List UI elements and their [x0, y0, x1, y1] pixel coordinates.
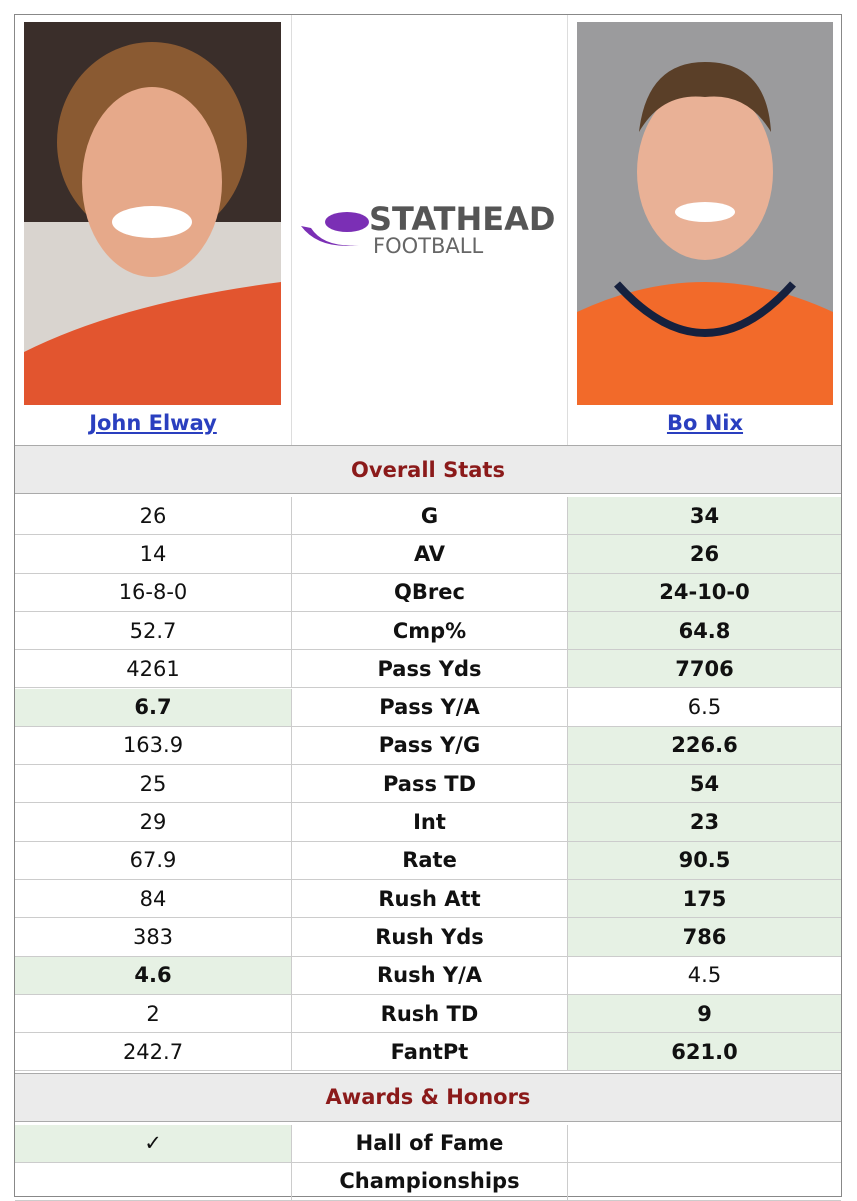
stat-label: Rush Att [291, 880, 567, 919]
stat-value: 4261 [15, 650, 291, 689]
stat-label: G [291, 497, 567, 536]
stat-label: Rate [291, 841, 567, 880]
logo-text: STATHEAD [369, 200, 555, 238]
divider [291, 15, 292, 445]
stat-label: Championships [291, 1162, 567, 1201]
stat-value: 54 [567, 765, 841, 804]
player-name[interactable]: John Elway [89, 411, 217, 435]
stat-label: Pass Y/A [291, 688, 567, 727]
stat-value: 163.9 [15, 727, 291, 766]
player-photo [577, 22, 833, 405]
stat-value: 25 [15, 765, 291, 804]
stat-value: 29 [15, 803, 291, 842]
stat-value: 23 [567, 803, 841, 842]
stat-value: 67.9 [15, 842, 291, 880]
stat-value: 26 [567, 535, 841, 574]
stat-value: 6.7 [15, 688, 291, 727]
stat-value: 26 [15, 497, 291, 536]
stat-label: Rush Yds [291, 918, 567, 957]
stat-value [15, 1163, 291, 1201]
stat-value: 786 [567, 918, 841, 957]
stat-value: 6.5 [567, 688, 841, 727]
section-header: Overall Stats [15, 445, 841, 494]
stat-value: 52.7 [15, 612, 291, 651]
stat-value: 242.7 [15, 1033, 291, 1072]
stat-value: 383 [15, 918, 291, 957]
stat-value: 226.6 [567, 726, 841, 766]
stat-value: 64.8 [567, 611, 841, 651]
stat-value: 14 [15, 535, 291, 574]
stat-value: 90.5 [567, 841, 841, 880]
stat-label: FantPt [291, 1033, 567, 1072]
stat-value [567, 1162, 841, 1201]
stat-value: 24-10-0 [567, 573, 841, 612]
divider [567, 15, 568, 445]
stat-label: Cmp% [291, 611, 567, 651]
stat-value: 621.0 [567, 1033, 841, 1072]
stat-value: 2 [15, 995, 291, 1034]
stat-label: Pass TD [291, 765, 567, 804]
stat-value: 34 [567, 497, 841, 536]
comparison-table: STATHEAD FOOTBALL John Elway Bo Nix Over… [14, 14, 842, 1201]
logo: STATHEAD FOOTBALL [301, 200, 555, 258]
stat-value: 4.5 [567, 956, 841, 995]
stat-value: 175 [567, 880, 841, 919]
player-photo [24, 22, 281, 405]
stat-label: AV [291, 535, 567, 574]
stat-value: 7706 [567, 650, 841, 689]
logo-text: FOOTBALL [373, 234, 483, 258]
stat-label: Pass Y/G [291, 726, 567, 766]
stat-value: 84 [15, 880, 291, 919]
stat-value [567, 1124, 841, 1163]
stat-label: Hall of Fame [291, 1124, 567, 1163]
stat-label: QBrec [291, 573, 567, 612]
stat-label: Rush TD [291, 994, 567, 1034]
stat-value: 16-8-0 [15, 574, 291, 612]
section-header: Awards & Honors [15, 1072, 841, 1122]
stat-value: 4.6 [15, 956, 291, 995]
stat-value: 9 [567, 994, 841, 1034]
stat-value: ✓ [15, 1124, 291, 1163]
stat-label: Pass Yds [291, 650, 567, 689]
stat-label: Int [291, 803, 567, 842]
stat-label: Rush Y/A [291, 956, 567, 995]
player-name[interactable]: Bo Nix [666, 411, 744, 435]
